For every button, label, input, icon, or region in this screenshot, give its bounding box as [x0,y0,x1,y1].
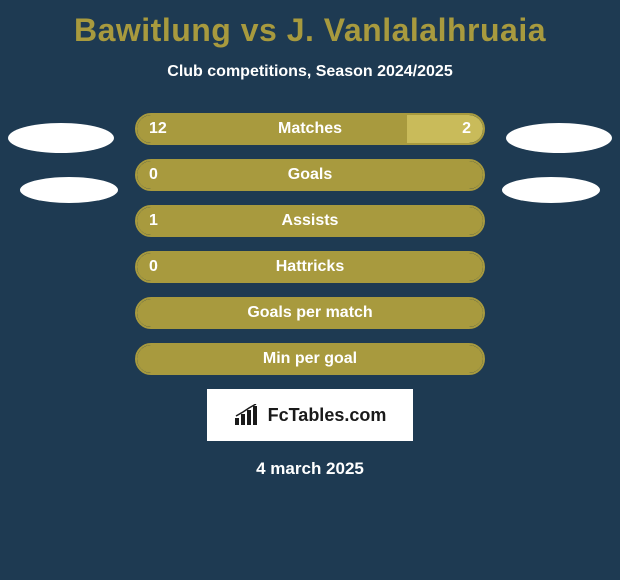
page-title: Bawitlung vs J. Vanlalalhruaia [0,0,620,49]
stat-row: Min per goal [135,343,485,375]
stat-label: Goals per match [137,304,483,322]
stat-row: 0Goals [135,159,485,191]
chart-icon [234,404,262,426]
subtitle: Club competitions, Season 2024/2025 [0,63,620,81]
stat-row: Goals per match [135,297,485,329]
stats-container: 122Matches 0Goals 1Assists 0Hattricks Goals … [0,113,620,375]
stat-label: Hattricks [137,258,483,276]
logo-text: FcTables.com [268,405,387,426]
stat-label: Goals [137,166,483,184]
stat-row: 1Assists [135,205,485,237]
stat-row: 122Matches [135,113,485,145]
stat-row: 0Hattricks [135,251,485,283]
stat-label: Matches [137,120,483,138]
date-label: 4 march 2025 [0,459,620,479]
stat-label: Min per goal [137,350,483,368]
site-logo: FcTables.com [207,389,413,441]
stat-label: Assists [137,212,483,230]
